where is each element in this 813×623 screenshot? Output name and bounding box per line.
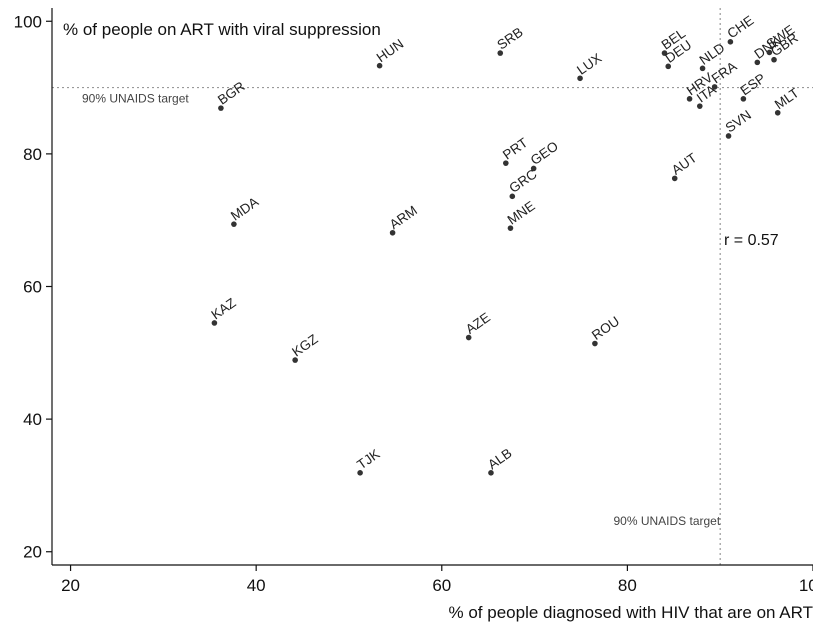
scatter-marker <box>686 96 693 102</box>
x-tick-label: 80 <box>618 576 637 595</box>
scatter-marker <box>725 133 732 139</box>
point-label: MDA <box>228 194 261 223</box>
y-tick-label: 100 <box>14 12 42 31</box>
vertical-target-label: 90% UNAIDS target <box>613 514 720 528</box>
point-hun: HUN <box>374 36 407 69</box>
scatter-marker <box>503 160 509 166</box>
point-bgr: BGR <box>215 78 248 111</box>
point-mda: MDA <box>228 194 261 227</box>
point-aze: AZE <box>463 310 493 341</box>
axes: 20 40 60 80 100 20 40 60 80 100 <box>14 8 813 595</box>
horizontal-target-label: 90% UNAIDS target <box>82 92 189 106</box>
point-tjk: TJK <box>354 446 383 476</box>
point-grc: GRC <box>506 166 540 200</box>
x-tick-label: 60 <box>432 576 451 595</box>
reference-lines: 90% UNAIDS target 90% UNAIDS target <box>52 8 813 565</box>
x-tick-label: 40 <box>247 576 266 595</box>
scatter-marker <box>509 193 516 200</box>
scatter-marker <box>530 165 537 172</box>
correlation-annotation: r = 0.57 <box>724 232 779 249</box>
point-label: ESP <box>738 71 769 99</box>
point-label: AUT <box>669 150 700 178</box>
point-srb: SRB <box>494 24 526 56</box>
x-tick-label: 20 <box>61 576 80 595</box>
scatter-marker <box>488 470 494 476</box>
point-label: LUX <box>574 50 604 77</box>
point-label: ROU <box>589 313 622 342</box>
point-label: MNE <box>505 198 538 227</box>
scatter-marker <box>497 50 504 56</box>
scatter-marker <box>766 49 773 56</box>
y-tick-label: 80 <box>23 145 42 164</box>
scatter-marker <box>774 109 781 116</box>
point-kgz: KGZ <box>289 331 321 363</box>
scatter-marker <box>292 357 298 363</box>
x-tick-label: 100 <box>799 576 813 595</box>
point-fra: FRA <box>709 59 739 90</box>
point-kaz: KAZ <box>209 295 239 326</box>
scatter-marker <box>671 175 678 182</box>
point-label: BGR <box>215 78 248 107</box>
y-tick-label: 40 <box>23 410 42 429</box>
x-axis-title: % of people diagnosed with HIV that are … <box>449 603 813 622</box>
point-label: CHE <box>725 13 757 42</box>
point-aut: AUT <box>669 150 700 182</box>
point-label: SVN <box>723 107 754 135</box>
point-mlt: MLT <box>772 85 802 116</box>
point-svn: SVN <box>723 107 754 139</box>
scatter-marker <box>389 229 396 236</box>
point-alb: ALB <box>485 445 515 476</box>
point-label: SRB <box>494 24 525 52</box>
point-lux: LUX <box>574 50 604 82</box>
scatter-marker <box>661 50 668 56</box>
scatter-marker <box>727 39 734 45</box>
scatter-marker <box>218 105 224 111</box>
scatter-marker <box>771 56 777 63</box>
point-rou: ROU <box>589 313 622 347</box>
point-esp: ESP <box>738 71 769 102</box>
point-geo: GEO <box>528 138 561 172</box>
scatter-marker <box>696 103 703 109</box>
point-label: KGZ <box>289 331 320 359</box>
point-mne: MNE <box>505 198 538 231</box>
chart-title: % of people on ART with viral suppressio… <box>63 20 381 39</box>
scatter-marker <box>577 75 583 82</box>
point-label: TJK <box>354 446 382 472</box>
scatter-marker <box>231 221 237 227</box>
scatter-marker <box>465 334 472 341</box>
scatter-marker <box>211 320 218 326</box>
point-label: PRT <box>500 135 531 163</box>
scatter-marker <box>507 225 514 231</box>
scatter-marker <box>376 62 383 69</box>
point-che: CHE <box>725 13 757 45</box>
scatter-marker <box>711 84 718 90</box>
y-tick-label: 20 <box>23 543 42 562</box>
point-arm: ARM <box>387 203 420 236</box>
point-label: ALB <box>485 445 515 472</box>
scatter-marker <box>665 63 672 70</box>
point-label: GEO <box>528 138 561 168</box>
scatter-marker <box>592 340 598 347</box>
scatter-marker <box>357 470 363 476</box>
scatter-marker <box>740 96 747 102</box>
point-label: AZE <box>463 310 493 337</box>
point-label: MLT <box>772 85 802 112</box>
scatter-marker <box>699 65 706 72</box>
point-prt: PRT <box>500 135 531 166</box>
point-label: ARM <box>387 203 420 232</box>
y-tick-label: 60 <box>23 278 42 297</box>
point-label: KAZ <box>209 295 239 322</box>
point-label: HUN <box>374 36 407 65</box>
scatter-marker <box>754 59 761 66</box>
